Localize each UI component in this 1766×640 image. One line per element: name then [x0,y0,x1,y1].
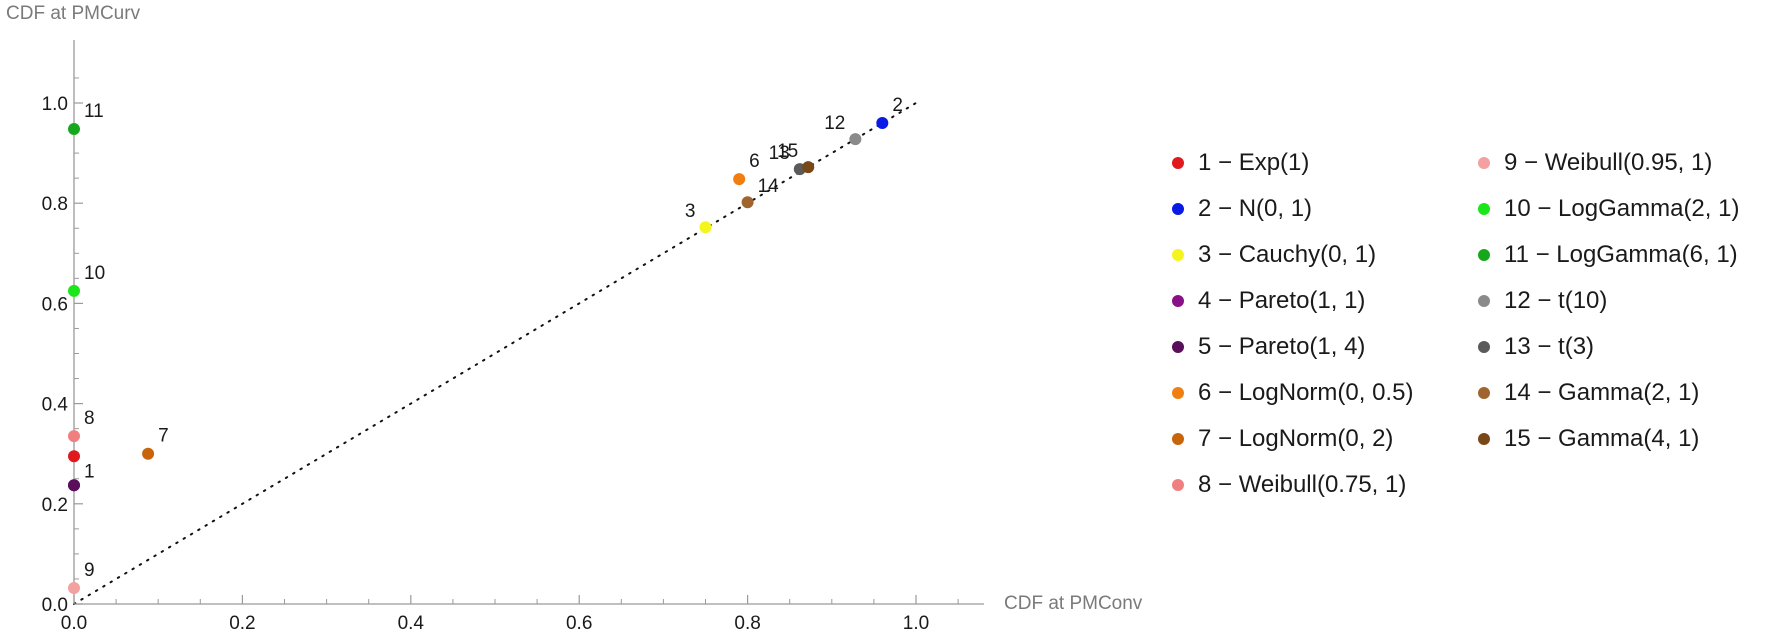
point-label-12: 12 [824,113,845,134]
legend-label: 15 − Gamma(4, 1) [1504,425,1700,452]
legend-item: 12 − t(10) [1478,278,1739,324]
legend-marker-icon [1478,249,1490,261]
x-tick-label: 0.6 [566,613,592,634]
y-axis-label: CDF at PMCurv [6,3,141,24]
data-point-1 [68,450,80,463]
x-tick-label: 0.4 [398,613,425,634]
data-point-6 [733,173,746,186]
legend-marker-icon [1478,203,1490,215]
point-label-14: 14 [758,176,780,197]
data-point-2 [876,117,889,130]
legend-marker-icon [1172,433,1184,445]
x-axis-label: CDF at PMConv [1004,593,1143,614]
legend-label: 13 − t(3) [1504,333,1595,360]
legend-label: 10 − LogGamma(2, 1) [1504,195,1740,222]
reference-diagonal-line [73,102,917,605]
point-label-3: 3 [685,201,696,222]
point-label-2: 2 [892,95,903,116]
point-label-7: 7 [158,426,169,447]
legend-label: 7 − LogNorm(0, 2) [1198,425,1394,452]
data-points [68,117,889,594]
legend-marker-icon [1172,479,1184,491]
y-tick-label: 0.2 [42,495,68,516]
scatter-chart: 0.0 0.2 0.4 0.6 0.8 1.0 0.00.20.40.60.81.0 12… [6,3,1143,634]
data-point-3 [699,221,712,234]
legend-item: 6 − LogNorm(0, 0.5) [1172,370,1413,416]
point-label-8: 8 [84,408,95,429]
y-ticks: 0.0 0.2 0.4 0.6 0.8 1.0 [42,94,83,616]
legend-item: 11 − LogGamma(6, 1) [1478,232,1739,278]
legend-item: 5 − Pareto(1, 4) [1172,324,1413,370]
legend-marker-icon [1478,341,1490,353]
legend-column-1: 1 − Exp(1) 2 − N(0, 1) 3 − Cauchy(0, 1) 4 −… [1172,140,1413,508]
legend-item: 7 − LogNorm(0, 2) [1172,416,1413,462]
legend-label: 1 − Exp(1) [1198,149,1310,176]
point-label-15: 15 [777,141,798,162]
legend-item: 3 − Cauchy(0, 1) [1172,232,1413,278]
point-label-6: 6 [749,151,760,172]
legend-label: 2 − N(0, 1) [1198,195,1313,222]
legend-marker-icon [1172,203,1184,215]
x-tick-label: 1.0 [903,613,929,634]
legend-marker-icon [1478,157,1490,169]
x-tick-label: 0.0 [61,613,87,634]
data-point-14 [741,196,754,209]
legend-label: 12 − t(10) [1504,287,1608,314]
x-ticks: 0.0 0.2 0.4 0.6 0.8 1.0 [61,595,929,634]
minor-ticks [74,77,959,604]
legend-item: 14 − Gamma(2, 1) [1478,370,1739,416]
legend-marker-icon [1172,295,1184,307]
legend-item: 9 − Weibull(0.95, 1) [1478,140,1739,186]
y-tick-label: 0.0 [42,595,68,616]
legend-item: 2 − N(0, 1) [1172,186,1413,232]
legend-item: 8 − Weibull(0.75, 1) [1172,462,1413,508]
legend-label: 14 − Gamma(2, 1) [1504,379,1700,406]
legend-item: 1 − Exp(1) [1172,140,1413,186]
legend-label: 9 − Weibull(0.95, 1) [1504,149,1713,176]
legend-marker-icon [1478,295,1490,307]
legend-item: 13 − t(3) [1478,324,1739,370]
legend-column-2: 9 − Weibull(0.95, 1) 10 − LogGamma(2, 1) 1… [1478,140,1739,462]
legend-marker-icon [1478,387,1490,399]
legend-item: 4 − Pareto(1, 1) [1172,278,1413,324]
point-label-1: 1 [84,461,95,482]
reference-line-layer [73,102,917,605]
legend-item: 15 − Gamma(4, 1) [1478,416,1739,462]
point-label-11: 11 [84,101,104,122]
data-point-5 [68,479,80,492]
data-point-7 [142,447,155,460]
legend-label: 8 − Weibull(0.75, 1) [1198,471,1407,498]
legend-label: 6 − LogNorm(0, 0.5) [1198,379,1414,406]
x-tick-label: 0.8 [734,613,760,634]
legend-marker-icon [1172,157,1184,169]
y-tick-label: 0.4 [42,395,69,416]
point-label-9: 9 [84,560,95,581]
legend-label: 4 − Pareto(1, 1) [1198,287,1366,314]
legend-marker-icon [1172,249,1184,261]
x-tick-label: 0.2 [229,613,255,634]
legend-label: 11 − LogGamma(6, 1) [1504,241,1738,268]
y-tick-label: 0.8 [42,194,68,215]
legend-marker-icon [1172,341,1184,353]
legend-label: 5 − Pareto(1, 4) [1198,333,1366,360]
data-point-15 [802,161,815,174]
point-label-13: 13 [769,143,790,164]
data-point-9 [68,581,80,594]
data-point-12 [849,133,862,146]
legend-marker-icon [1478,433,1490,445]
point-label-10: 10 [84,263,105,284]
legend-label: 3 − Cauchy(0, 1) [1198,241,1377,268]
data-point-11 [68,123,80,136]
data-point-10 [68,284,80,297]
y-tick-label: 0.6 [42,294,68,315]
y-tick-label: 1.0 [42,94,68,115]
data-point-8 [68,430,80,443]
legend-marker-icon [1172,387,1184,399]
legend-item: 10 − LogGamma(2, 1) [1478,186,1739,232]
